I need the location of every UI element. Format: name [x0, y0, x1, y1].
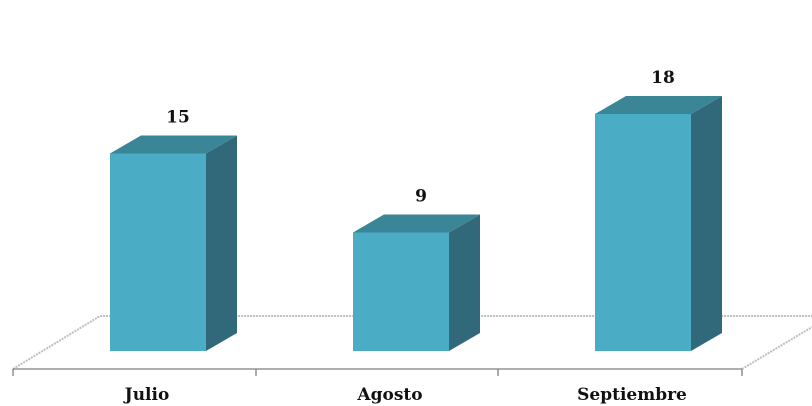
chart-floor	[12, 315, 812, 370]
x-axis	[12, 368, 743, 376]
bar-front-agosto	[353, 232, 449, 351]
floor-right-edge	[741, 326, 812, 370]
bar-front-septiembre	[595, 113, 691, 351]
bar-top-julio	[110, 135, 237, 154]
bar-side-septiembre	[691, 95, 722, 351]
bar-top-agosto	[353, 214, 480, 233]
bar-front-julio	[110, 153, 206, 351]
bar-side-agosto	[449, 214, 480, 351]
data-label: 18	[651, 68, 675, 88]
bar-top-septiembre	[595, 95, 722, 114]
floor-back-edge	[12, 315, 812, 370]
data-labels: 15 9 18	[166, 68, 675, 207]
category-label: Julio	[123, 385, 170, 405]
bar-side-julio	[206, 135, 237, 351]
data-label: 9	[415, 186, 427, 206]
category-label: Agosto	[356, 385, 422, 405]
bars	[110, 95, 722, 351]
data-label: 15	[166, 107, 190, 127]
category-label: Septiembre	[577, 385, 687, 405]
category-labels: Julio Agosto Septiembre	[123, 385, 687, 405]
